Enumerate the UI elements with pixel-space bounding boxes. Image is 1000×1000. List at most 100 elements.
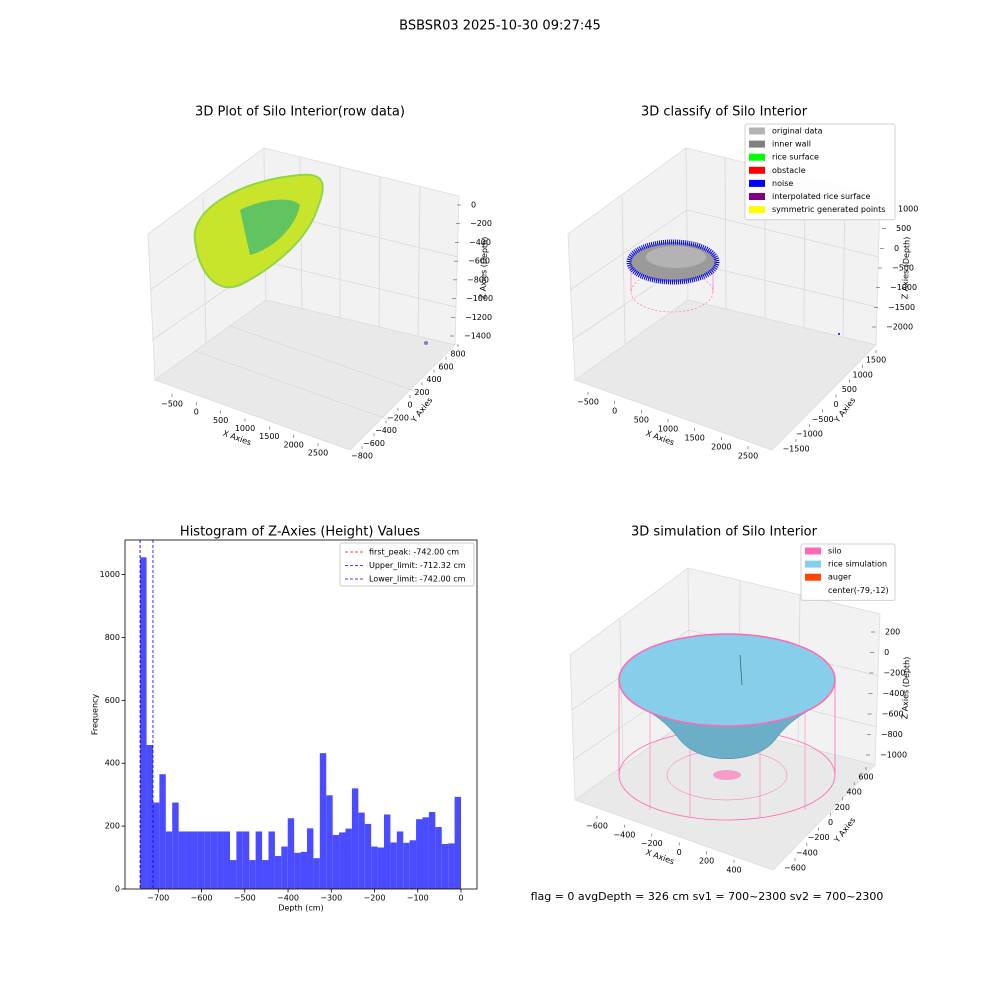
legend-swatch xyxy=(805,547,821,555)
z-axis-label: Z Axies (Depth) xyxy=(900,657,911,720)
x-tick-label: −400 xyxy=(277,894,299,903)
x-tick-label: 1000 xyxy=(235,424,255,433)
bar xyxy=(454,796,461,889)
legend-swatch xyxy=(749,193,765,200)
footer-text: flag = 0 avgDepth = 326 cm sv1 = 700~230… xyxy=(531,890,884,903)
bar xyxy=(377,847,384,889)
bar xyxy=(364,823,372,889)
legend-swatch xyxy=(805,573,821,581)
chart-title: 3D classify of Silo Interior xyxy=(641,105,808,120)
chart-title: 3D simulation of Silo Interior xyxy=(631,525,818,540)
x-tick-label: 2000 xyxy=(711,443,731,452)
z-tick-label: −200 xyxy=(470,219,492,228)
legend-label: original data xyxy=(772,127,823,136)
rice-surface xyxy=(618,633,836,727)
bar xyxy=(146,744,153,889)
z-tick-label: −500 xyxy=(892,264,914,273)
x-axis-label: X Axies xyxy=(645,848,676,867)
noise-point xyxy=(838,333,840,335)
bar xyxy=(300,851,307,889)
bar xyxy=(358,812,365,889)
x-tick-label: 2000 xyxy=(283,440,303,449)
bar xyxy=(339,832,346,889)
y-tick-label: −500 xyxy=(812,415,834,424)
x-tick-label: −500 xyxy=(161,400,183,409)
y-tick-label: 400 xyxy=(426,375,441,384)
y-tick-label: 500 xyxy=(842,385,857,394)
x-tick-label: −200 xyxy=(641,839,663,848)
bar xyxy=(294,852,301,889)
x-tick-label: 0 xyxy=(677,848,682,857)
bar xyxy=(319,753,327,889)
legend-swatch xyxy=(749,166,765,174)
legend-label: Upper_limit: -712.32 cm xyxy=(369,561,466,570)
y-tick-label: 1500 xyxy=(866,356,886,365)
y-tick-label: −400 xyxy=(796,848,818,857)
legend-swatch xyxy=(749,179,765,187)
y-tick-label: −200 xyxy=(387,413,409,422)
x-tick-label: −600 xyxy=(191,894,213,903)
y-tick-label: 0 xyxy=(115,885,120,894)
legend-swatch xyxy=(749,153,765,161)
y-tick-label: 200 xyxy=(835,803,850,812)
x-tick-label: 400 xyxy=(726,866,741,875)
x-tick-label: 500 xyxy=(634,416,649,425)
bar xyxy=(306,828,314,889)
y-tick-label: 600 xyxy=(105,696,120,705)
y-tick-label: −200 xyxy=(808,833,830,842)
z-tick-label: −2000 xyxy=(886,323,913,332)
z-axis-label: Z Axies (Depth) xyxy=(478,237,489,300)
z-tick-label: −1000 xyxy=(466,294,493,303)
bar xyxy=(217,831,224,889)
legend-label: symmetric generated points xyxy=(772,205,885,214)
bar xyxy=(210,831,218,889)
y-tick-label: 1000 xyxy=(100,570,120,579)
axes-frame xyxy=(124,539,478,890)
y-tick-label: 0 xyxy=(407,401,412,410)
z-tick-label: −1400 xyxy=(464,332,491,341)
bar xyxy=(332,834,340,889)
legend-label: interpolated rice surface xyxy=(772,192,870,201)
chart-title: 3D Plot of Silo Interior(row data) xyxy=(195,105,405,120)
z-tick-label: 500 xyxy=(896,224,911,233)
bar xyxy=(242,831,250,889)
x-tick-label: −500 xyxy=(577,398,599,407)
bar xyxy=(287,818,295,889)
z-tick-label: 0 xyxy=(884,648,889,657)
bar xyxy=(165,831,173,889)
x-tick-label: 0 xyxy=(612,407,617,416)
y-tick-label: 400 xyxy=(105,759,120,768)
legend-label: obstacle xyxy=(772,166,806,175)
rice-surface xyxy=(646,246,706,268)
y-tick-label: 600 xyxy=(858,773,873,782)
x-tick-label: −100 xyxy=(407,894,429,903)
bar xyxy=(390,842,397,889)
legend-label: inner wall xyxy=(772,140,811,149)
legend-label: rice surface xyxy=(772,153,819,162)
bar xyxy=(409,840,417,889)
legend-box xyxy=(800,543,896,601)
x-tick-label: 0 xyxy=(458,894,463,903)
bar xyxy=(204,831,211,889)
legend-swatch xyxy=(805,560,821,568)
bar xyxy=(159,774,166,889)
bar xyxy=(268,831,275,889)
y-tick-label: 200 xyxy=(414,388,429,397)
y-tick-label: 600 xyxy=(438,362,453,371)
y-tick-label: 400 xyxy=(847,788,862,797)
legend-swatch xyxy=(749,127,765,135)
legend-label: first_peak: -742.00 cm xyxy=(369,548,459,557)
bar xyxy=(140,557,147,889)
bar xyxy=(428,811,436,889)
bar xyxy=(281,846,288,889)
bar xyxy=(229,860,237,889)
y-tick-label: −600 xyxy=(784,864,806,873)
z-tick-label: −800 xyxy=(467,275,489,284)
bar xyxy=(236,831,243,889)
bar xyxy=(416,819,423,889)
legend-swatch xyxy=(749,140,765,148)
bar xyxy=(403,842,410,889)
z-tick-label: −800 xyxy=(881,730,903,739)
y-tick-label: 1000 xyxy=(852,370,872,379)
y-axis-label: Y Axies xyxy=(409,396,435,425)
